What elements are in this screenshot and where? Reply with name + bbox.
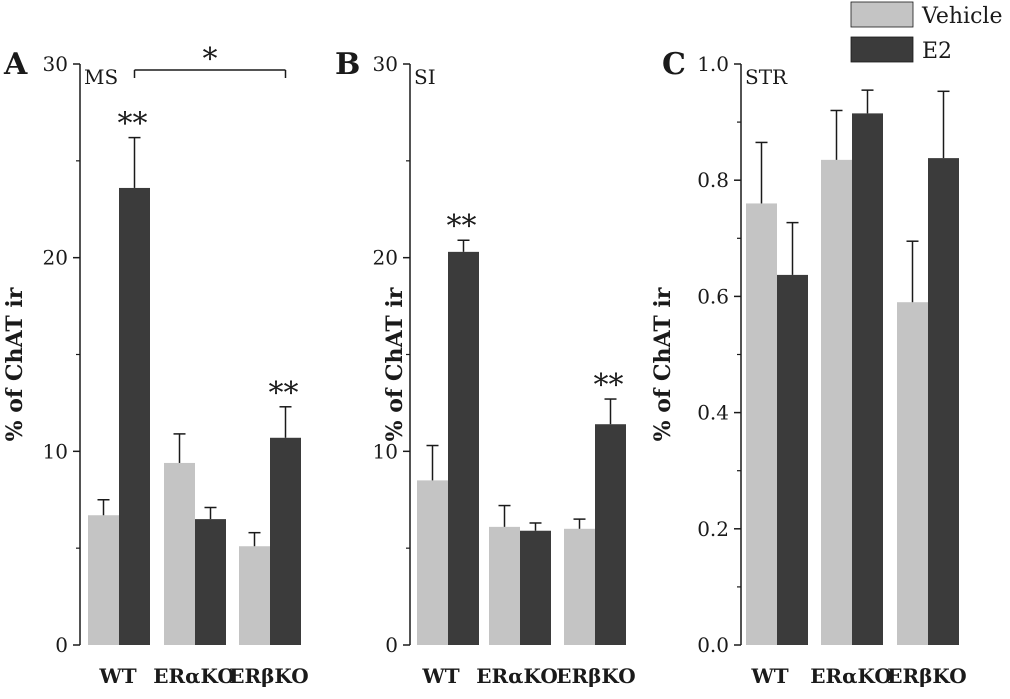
significance-marker: ** xyxy=(118,107,148,142)
legend-swatch-vehicle xyxy=(850,1,914,28)
y-tick-label: 0.6 xyxy=(697,284,729,308)
y-tick-label: 0.4 xyxy=(697,401,729,425)
category-label: ERαKO xyxy=(153,664,235,688)
panel-c: 0.0 0.2 0.4 0.6 0.8 1.0 % of ChAT ir C STR WT ERαK… xyxy=(650,47,967,688)
legend-label: E2 xyxy=(922,39,952,64)
y-tick-label: 0.8 xyxy=(697,168,729,192)
y-tick-label: 0 xyxy=(55,633,68,657)
bar-vehicle-1 xyxy=(164,462,195,645)
legend: Vehicle E2 xyxy=(850,1,1002,64)
bar-e2-0 xyxy=(448,251,479,645)
bar-e2-2 xyxy=(270,437,301,645)
bar-vehicle-1 xyxy=(821,159,852,646)
y-tick-label: 30 xyxy=(373,52,398,76)
bar-vehicle-2 xyxy=(897,302,928,645)
y-axis-label: % of ChAT ir xyxy=(2,287,28,441)
region-label: SI xyxy=(414,65,436,89)
panel-letter: A xyxy=(3,47,28,82)
category-label: WT xyxy=(98,664,136,688)
bar-e2-0 xyxy=(777,274,808,645)
bar-vehicle-1 xyxy=(489,526,520,645)
panel-letter: B xyxy=(335,47,360,82)
significance-marker: ** xyxy=(594,368,624,403)
category-label: ERβKO xyxy=(556,664,635,688)
y-tick-label: 0.0 xyxy=(697,633,729,657)
y-tick-label: 20 xyxy=(373,246,398,270)
category-label: WT xyxy=(750,664,788,688)
category-label: ERβKO xyxy=(229,664,308,688)
region-label: STR xyxy=(745,65,788,89)
y-tick-label: 0.2 xyxy=(697,517,729,541)
y-tick-label: 10 xyxy=(43,439,68,463)
y-tick-label: 10 xyxy=(373,439,398,463)
significance-marker: ** xyxy=(447,209,477,244)
y-axis-label: % of ChAT ir xyxy=(650,287,676,441)
y-tick-label: 20 xyxy=(43,246,68,270)
bar-vehicle-2 xyxy=(239,546,270,645)
bar-vehicle-2 xyxy=(564,528,595,645)
y-tick-label: 30 xyxy=(43,52,68,76)
region-label: MS xyxy=(84,65,118,89)
significance-marker: * xyxy=(203,42,218,77)
bar-vehicle-0 xyxy=(417,480,448,645)
bar-e2-2 xyxy=(595,424,626,645)
y-tick-label: 1.0 xyxy=(697,52,729,76)
bar-e2-1 xyxy=(195,519,226,645)
y-axis-label: % of ChAT ir xyxy=(382,287,408,441)
legend-label: Vehicle xyxy=(921,4,1002,29)
bar-e2-1 xyxy=(852,113,883,645)
category-label: ERαKO xyxy=(476,664,558,688)
category-label: ERαKO xyxy=(810,664,892,688)
category-label: WT xyxy=(421,664,459,688)
bar-e2-1 xyxy=(520,530,551,645)
legend-swatch-e2 xyxy=(850,36,914,63)
panel-letter: C xyxy=(662,47,686,82)
significance-marker: ** xyxy=(269,376,299,411)
y-tick-label: 0 xyxy=(385,633,398,657)
bar-e2-0 xyxy=(119,187,150,646)
bar-vehicle-0 xyxy=(88,515,119,645)
bar-vehicle-0 xyxy=(746,203,777,645)
category-label: ERβKO xyxy=(887,664,966,688)
bar-e2-2 xyxy=(928,158,959,645)
